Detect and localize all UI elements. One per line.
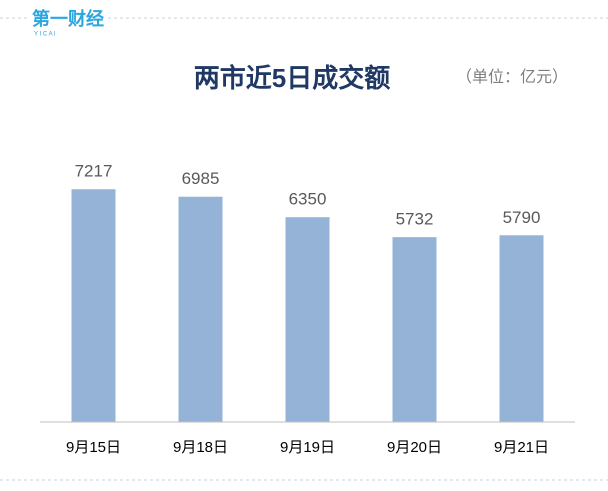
value-label: 5732 xyxy=(396,210,434,229)
value-label: 7217 xyxy=(75,162,113,181)
x-tick-label: 9月20日 xyxy=(387,439,442,456)
bar xyxy=(178,196,223,422)
logo: 第一财经 xyxy=(32,8,104,29)
value-label: 6985 xyxy=(182,169,220,188)
chart-subtitle: （单位：亿元） xyxy=(456,68,568,86)
chart-title: 两市近5日成交额 xyxy=(194,63,390,93)
x-tick-label: 9月18日 xyxy=(173,439,228,456)
x-tick-label: 9月21日 xyxy=(494,439,549,456)
value-label: 6350 xyxy=(289,190,327,209)
x-tick-label: 9月19日 xyxy=(280,439,335,456)
bar xyxy=(499,235,544,422)
value-label: 5790 xyxy=(503,208,541,227)
logo-bg xyxy=(30,8,108,36)
bar xyxy=(285,217,330,422)
x-tick-label: 9月15日 xyxy=(66,439,121,456)
logo-sub: Y I C A I xyxy=(34,32,56,38)
bar xyxy=(392,237,437,422)
bar xyxy=(71,189,116,422)
